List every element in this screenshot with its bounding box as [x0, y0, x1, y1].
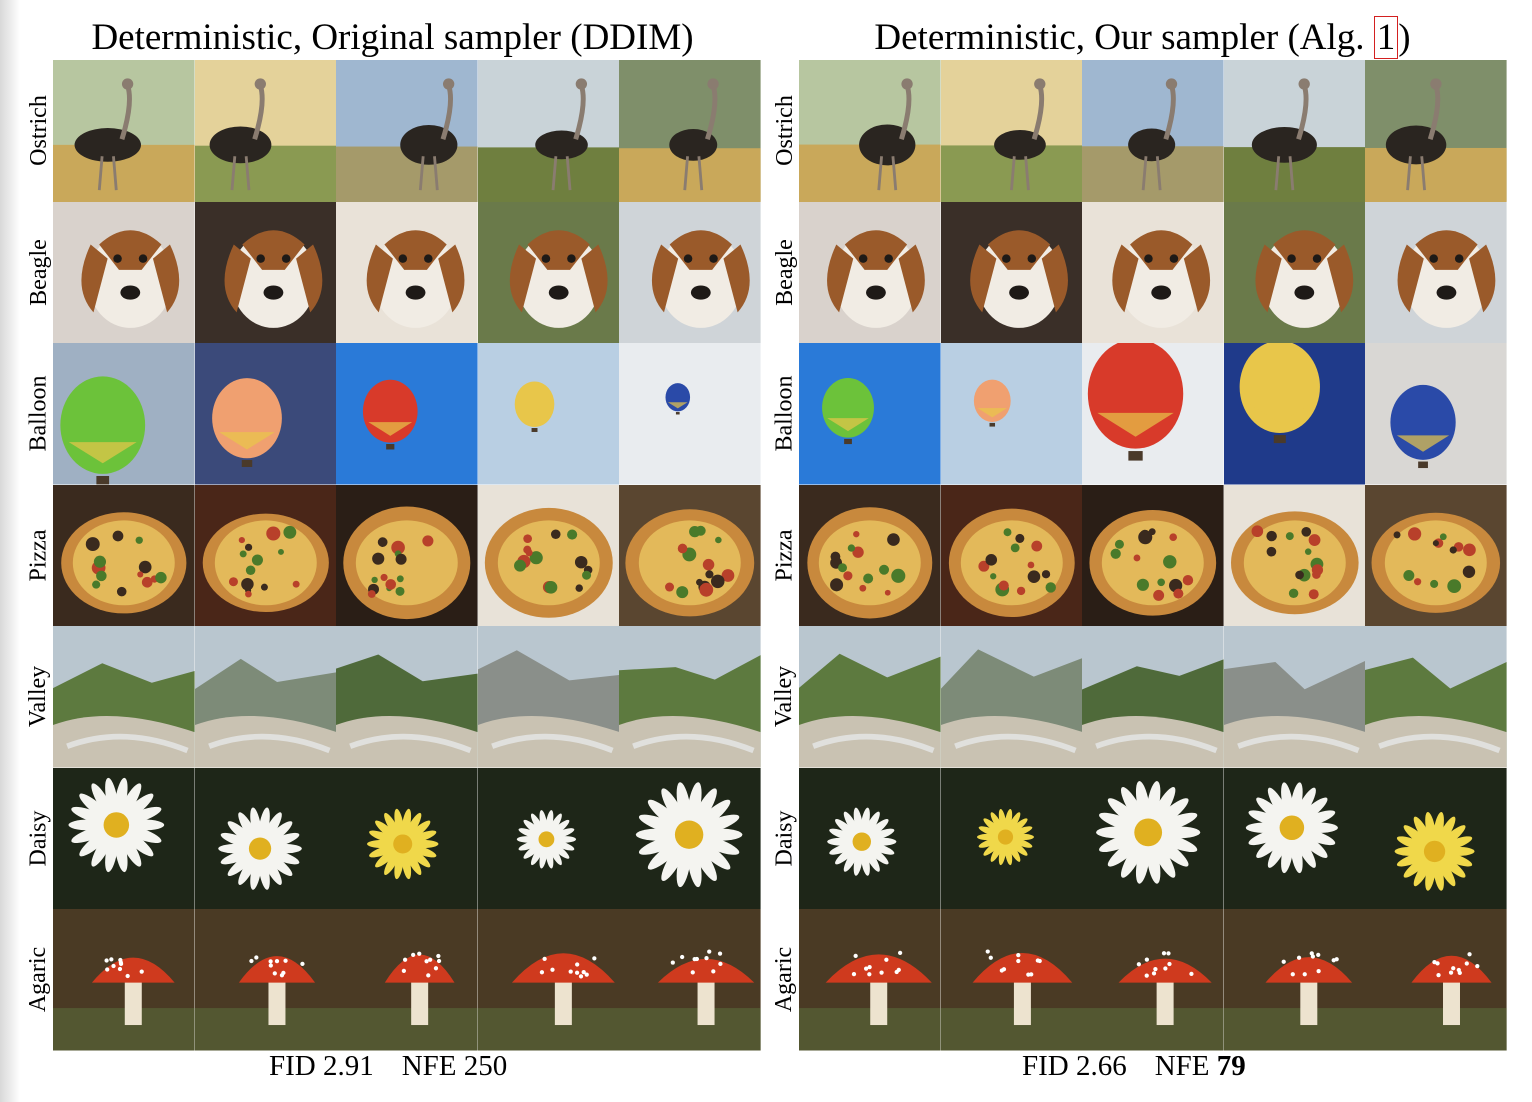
row-label-beagle: Beagle [25, 238, 52, 306]
daisy-sample-image [799, 767, 941, 909]
ostrich-sample-image [336, 60, 478, 202]
our-sampler-fid: FID 2.66 [1022, 1050, 1127, 1082]
valley-sample-image [619, 626, 761, 768]
balloon-sample-image [477, 343, 620, 485]
row-label-balloon: Balloon [25, 375, 52, 452]
agaric-sample-image [1365, 909, 1507, 1051]
pizza-sample-image [336, 484, 478, 626]
beagle-sample-image [619, 201, 761, 343]
balloon-sample-image [1082, 343, 1224, 485]
ostrich-sample-image [940, 60, 1083, 202]
daisy-sample-image [477, 767, 620, 909]
agaric-sample-image [1082, 909, 1224, 1051]
valley-sample-image [1223, 626, 1366, 768]
row-label-agaric: Agaric [771, 947, 798, 1013]
beagle-sample-image [477, 201, 620, 343]
balloon-sample-image [53, 343, 195, 485]
page-edge-shadow [0, 0, 20, 1102]
valley-sample-image [53, 626, 195, 768]
row-label-ostrich: Ostrich [771, 95, 798, 167]
ostrich-sample-image [194, 60, 337, 202]
beagle-sample-image [940, 201, 1083, 343]
row-label-ostrich: Ostrich [25, 95, 52, 167]
row-label-agaric: Agaric [25, 947, 52, 1013]
beagle-sample-image [1082, 201, 1224, 343]
balloon-sample-image [1223, 343, 1366, 485]
agaric-sample-image [194, 909, 337, 1051]
balloon-sample-image [940, 343, 1083, 485]
daisy-sample-image [1223, 767, 1366, 909]
daisy-sample-image [619, 767, 761, 909]
row-label-pizza: Pizza [771, 529, 798, 582]
algorithm-reference-link[interactable]: 1 [1373, 16, 1399, 59]
daisy-sample-image [336, 767, 478, 909]
ostrich-sample-image [1082, 60, 1224, 202]
pizza-sample-image [1365, 484, 1507, 626]
daisy-sample-image [940, 767, 1083, 909]
ddim-nfe-label: NFE [401, 1050, 457, 1082]
beagle-sample-image [1365, 201, 1507, 343]
valley-sample-image [1365, 626, 1507, 768]
ddim-footer: FID 2.91 NFE 250 [269, 1050, 507, 1083]
beagle-sample-image [1223, 201, 1366, 343]
pizza-sample-image [940, 484, 1083, 626]
balloon-sample-image [336, 343, 478, 485]
beagle-sample-image [799, 201, 941, 343]
balloon-sample-image [619, 343, 761, 485]
valley-sample-image [1082, 626, 1224, 768]
agaric-sample-image [940, 909, 1083, 1051]
valley-sample-image [940, 626, 1083, 768]
beagle-sample-image [336, 201, 478, 343]
pizza-sample-image [619, 484, 761, 626]
ostrich-sample-image [477, 60, 620, 202]
row-label-daisy: Daisy [771, 810, 798, 867]
beagle-sample-image [194, 201, 337, 343]
our-sampler-panel-title: Deterministic, Our sampler (Alg. 1) [874, 16, 1411, 59]
row-label-balloon: Balloon [771, 375, 798, 452]
pizza-sample-image [799, 484, 941, 626]
ostrich-sample-image [619, 60, 761, 202]
agaric-sample-image [336, 909, 478, 1051]
agaric-sample-image [799, 909, 941, 1051]
agaric-sample-image [53, 909, 195, 1051]
our-sampler-nfe-value: 79 [1216, 1050, 1246, 1082]
balloon-sample-image [799, 343, 941, 485]
agaric-sample-image [1223, 909, 1366, 1051]
pizza-sample-image [477, 484, 620, 626]
pizza-sample-image [194, 484, 337, 626]
daisy-sample-image [1082, 767, 1224, 909]
our-sampler-footer: FID 2.66 NFE 79 [1022, 1050, 1246, 1083]
pizza-sample-image [53, 484, 195, 626]
ostrich-sample-image [1365, 60, 1507, 202]
ddim-fid: FID 2.91 [269, 1050, 374, 1082]
daisy-sample-image [1365, 767, 1507, 909]
row-label-beagle: Beagle [771, 238, 798, 306]
row-label-valley: Valley [25, 666, 52, 728]
balloon-sample-image [1365, 343, 1507, 485]
valley-sample-image [799, 626, 941, 768]
ostrich-sample-image [53, 60, 195, 202]
valley-sample-image [336, 626, 478, 768]
row-label-daisy: Daisy [25, 810, 52, 867]
valley-sample-image [194, 626, 337, 768]
daisy-sample-image [194, 767, 337, 909]
ostrich-sample-image [1223, 60, 1366, 202]
row-label-pizza: Pizza [25, 529, 52, 582]
row-label-valley: Valley [771, 666, 798, 728]
daisy-sample-image [53, 767, 195, 909]
valley-sample-image [477, 626, 620, 768]
pizza-sample-image [1223, 484, 1366, 626]
agaric-sample-image [477, 909, 620, 1051]
agaric-sample-image [619, 909, 761, 1051]
ddim-panel-title: Deterministic, Original sampler (DDIM) [91, 17, 694, 58]
ddim-image-grid [53, 60, 761, 1051]
our-sampler-image-grid [799, 60, 1507, 1051]
ostrich-sample-image [799, 60, 941, 202]
beagle-sample-image [53, 201, 195, 343]
balloon-sample-image [194, 343, 337, 485]
our-sampler-nfe-label: NFE [1154, 1050, 1210, 1082]
pizza-sample-image [1082, 484, 1224, 626]
ddim-nfe-value: 250 [463, 1050, 508, 1082]
